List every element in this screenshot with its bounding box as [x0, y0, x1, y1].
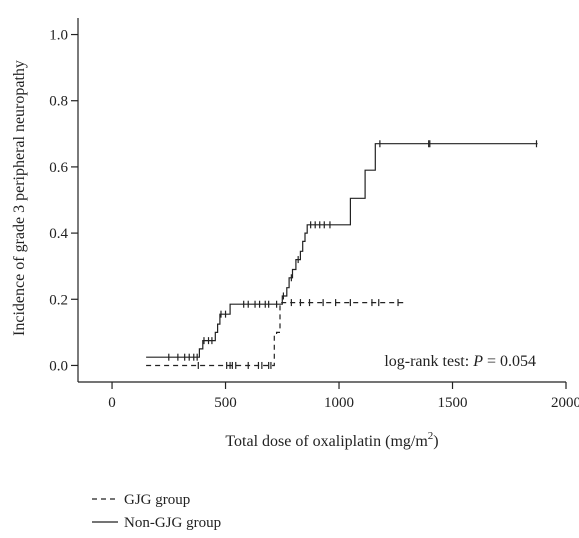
axes: 0.0 0.2 0.4 0.6 0.8 1.0 0 500 1000 1500 2000: [49, 18, 579, 411]
y-tick-label: 0.6: [49, 160, 68, 176]
x-axis-label-end: ): [433, 433, 438, 450]
y-tick-label: 0.0: [49, 358, 68, 374]
series-line-non-gjg-group: [146, 143, 538, 358]
legend-item-non-gjg: Non-GJG group: [92, 515, 221, 531]
y-axis-label: Incidence of grade 3 peripheral neuropat…: [11, 60, 28, 336]
y-tick-label: 1.0: [49, 28, 68, 44]
annotation-p-symbol: P: [472, 353, 483, 370]
y-tick-label: 0.4: [49, 226, 68, 242]
legend-label-gjg: GJG group: [124, 492, 190, 508]
x-axis-label-unit-exponent: 2: [428, 430, 434, 442]
legend: GJG group Non-GJG group: [92, 492, 221, 531]
x-tick-label: 1500: [438, 395, 468, 411]
plot-area: [146, 140, 538, 369]
log-rank-annotation: log-rank test: P = 0.054: [384, 353, 536, 370]
x-ticks: 0 500 1000 1500 2000: [108, 382, 579, 411]
y-ticks: 0.0 0.2 0.4 0.6 0.8 1.0: [49, 28, 78, 374]
x-axis-label: Total dose of oxaliplatin (mg/m2): [225, 430, 438, 450]
legend-item-gjg: GJG group: [92, 492, 190, 508]
x-tick-label: 0: [108, 395, 116, 411]
x-tick-label: 2000: [551, 395, 579, 411]
y-tick-label: 0.2: [49, 292, 68, 308]
annotation-prefix: log-rank test:: [384, 353, 473, 370]
x-tick-label: 1000: [324, 395, 354, 411]
y-tick-label: 0.8: [49, 94, 68, 110]
x-tick-label: 500: [214, 395, 237, 411]
legend-label-non-gjg: Non-GJG group: [124, 515, 221, 531]
annotation-suffix: = 0.054: [483, 353, 536, 370]
x-axis-label-main: Total dose of oxaliplatin (mg/m: [225, 433, 428, 450]
